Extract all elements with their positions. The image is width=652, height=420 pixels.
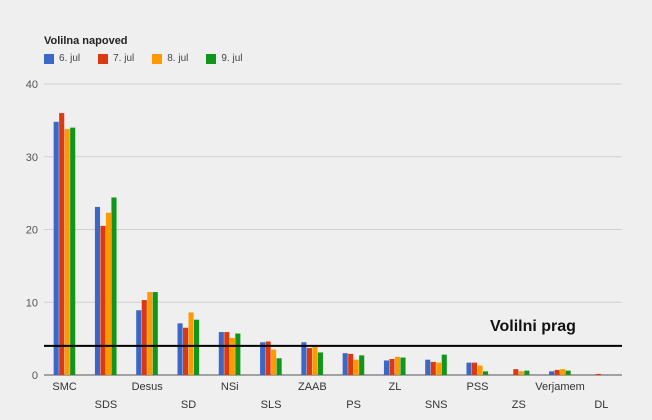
bar[interactable] (194, 319, 200, 375)
bar[interactable] (394, 356, 401, 375)
bar[interactable] (152, 292, 158, 375)
legend-label: 9. jul (221, 53, 243, 64)
y-tick-label: 0 (32, 370, 38, 382)
x-category-label: Verjamem (535, 381, 585, 393)
bar[interactable] (70, 127, 76, 376)
legend-item-8-jul[interactable]: 8. jul (152, 53, 188, 64)
x-category-label: SMC (52, 381, 77, 393)
bar[interactable] (147, 292, 153, 375)
legend-label: 6. jul (59, 53, 81, 64)
legend-swatch (44, 53, 54, 64)
bar[interactable] (472, 362, 478, 375)
x-category-label: SDS (95, 399, 118, 411)
bar[interactable] (141, 300, 147, 375)
legend-swatch (206, 53, 217, 64)
legend-item-7-jul[interactable]: 7. jul (98, 53, 134, 64)
bar[interactable] (483, 371, 489, 375)
y-tick-label: 20 (26, 225, 38, 237)
bar[interactable] (100, 225, 106, 375)
bar[interactable] (441, 354, 447, 375)
bar[interactable] (188, 312, 194, 375)
x-category-label: SNS (425, 399, 448, 411)
legend: 6. jul 7. jul 8. jul 9. jul (44, 53, 261, 64)
bar[interactable] (400, 357, 406, 375)
x-category-label: ZS (512, 399, 526, 411)
y-tick-label: 30 (26, 152, 38, 164)
bar[interactable] (111, 197, 117, 375)
bar[interactable] (560, 369, 566, 375)
legend-label: 8. jul (167, 53, 189, 64)
bar[interactable] (317, 352, 323, 375)
legend-item-6-jul[interactable]: 6. jul (44, 53, 80, 64)
y-tick-label: 10 (26, 297, 38, 309)
bar[interactable] (59, 113, 65, 375)
bar[interactable] (595, 373, 601, 375)
x-category-label: NSi (221, 381, 239, 393)
legend-swatch (98, 53, 109, 64)
bar[interactable] (177, 323, 183, 375)
threshold-label: Volilni prag (490, 318, 576, 335)
x-category-label: ZAAB (298, 381, 327, 393)
bar[interactable] (53, 121, 59, 375)
bar[interactable] (306, 348, 312, 375)
bar[interactable] (359, 355, 365, 375)
x-category-label: DL (594, 399, 608, 411)
bar[interactable] (265, 341, 271, 375)
bar[interactable] (425, 359, 431, 375)
bar[interactable] (389, 358, 395, 375)
legend-item-9-jul[interactable]: 9. jul (206, 53, 243, 64)
bar[interactable] (183, 327, 189, 375)
bar[interactable] (348, 353, 354, 375)
x-category-label: PSS (466, 381, 488, 393)
x-category-label: ZL (389, 381, 402, 393)
bar[interactable] (218, 332, 224, 375)
bar[interactable] (229, 337, 235, 375)
legend-title: Volilna napoved (44, 35, 128, 47)
bar[interactable] (105, 212, 112, 375)
x-category-label: SLS (261, 399, 282, 411)
bar[interactable] (466, 362, 472, 375)
bar[interactable] (94, 206, 101, 375)
bar[interactable] (353, 359, 359, 375)
bar[interactable] (136, 310, 142, 375)
bar[interactable] (436, 362, 442, 375)
bar[interactable] (271, 349, 277, 375)
bar[interactable] (513, 369, 519, 375)
bar[interactable] (260, 342, 266, 375)
bar[interactable] (518, 371, 524, 375)
legend-swatch (152, 53, 163, 64)
bar[interactable] (524, 370, 530, 375)
bar[interactable] (554, 369, 560, 375)
bar[interactable] (224, 332, 230, 375)
x-category-label: PS (346, 399, 361, 411)
bar[interactable] (312, 346, 318, 375)
legend-label: 7. jul (113, 53, 135, 64)
bar[interactable] (64, 129, 70, 375)
bar[interactable] (235, 333, 241, 375)
bar[interactable] (549, 371, 555, 375)
x-category-label: SD (181, 399, 196, 411)
bar[interactable] (565, 370, 571, 375)
bar[interactable] (342, 353, 348, 375)
bar[interactable] (430, 361, 436, 375)
bar[interactable] (383, 360, 390, 375)
y-tick-label: 40 (26, 79, 38, 91)
bar[interactable] (276, 358, 282, 375)
bar[interactable] (477, 365, 483, 375)
bar[interactable] (301, 342, 307, 375)
x-category-label: Desus (132, 381, 164, 393)
